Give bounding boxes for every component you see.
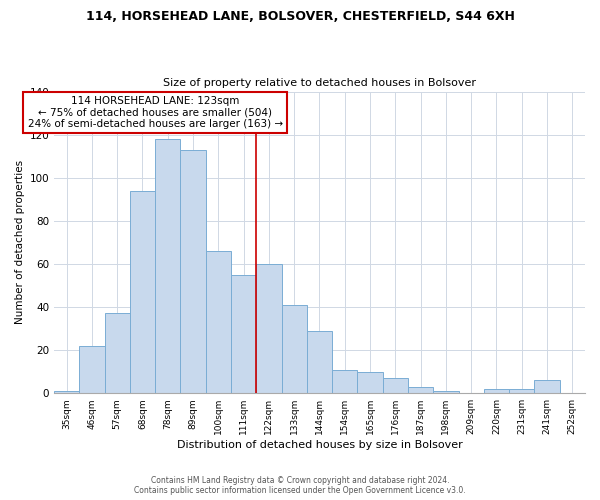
Bar (54, 391, 79, 393)
Bar (79, 346, 104, 393)
Bar (231, 274, 256, 393)
Bar (281, 305, 307, 393)
Bar (206, 251, 231, 393)
Bar (358, 372, 383, 393)
Text: Contains HM Land Registry data © Crown copyright and database right 2024.
Contai: Contains HM Land Registry data © Crown c… (134, 476, 466, 495)
Bar (484, 389, 509, 393)
X-axis label: Distribution of detached houses by size in Bolsover: Distribution of detached houses by size … (176, 440, 463, 450)
Bar (181, 150, 206, 393)
Bar (535, 380, 560, 393)
Bar (433, 391, 458, 393)
Title: Size of property relative to detached houses in Bolsover: Size of property relative to detached ho… (163, 78, 476, 88)
Y-axis label: Number of detached properties: Number of detached properties (15, 160, 25, 324)
Bar (408, 386, 433, 393)
Bar (307, 330, 332, 393)
Bar (332, 370, 358, 393)
Bar (104, 314, 130, 393)
Bar (383, 378, 408, 393)
Bar (509, 389, 535, 393)
Text: 114 HORSEHEAD LANE: 123sqm
← 75% of detached houses are smaller (504)
24% of sem: 114 HORSEHEAD LANE: 123sqm ← 75% of deta… (28, 96, 283, 129)
Bar (155, 139, 181, 393)
Bar (256, 264, 281, 393)
Text: 114, HORSEHEAD LANE, BOLSOVER, CHESTERFIELD, S44 6XH: 114, HORSEHEAD LANE, BOLSOVER, CHESTERFI… (86, 10, 514, 23)
Bar (130, 190, 155, 393)
